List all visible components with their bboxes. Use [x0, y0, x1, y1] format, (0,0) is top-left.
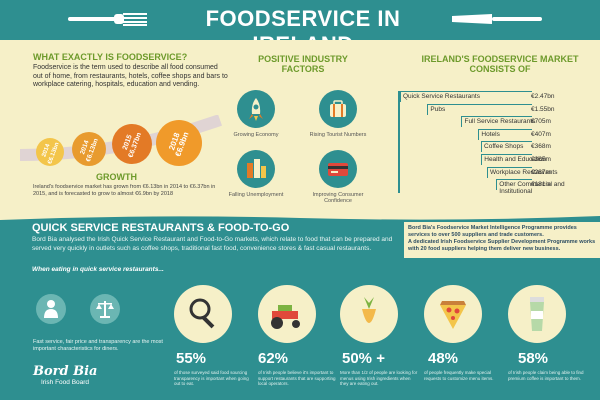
market-title: IRELAND'S FOODSERVICE MARKET CONSISTS OF: [421, 54, 579, 74]
bordbia-info-box: Bord Bia's Foodservice Market Intelligen…: [404, 222, 600, 258]
factor-falling-unemployment: Falling Unemployment: [216, 150, 296, 198]
suitcase-icon: [319, 90, 357, 128]
market-bar: [400, 91, 532, 102]
growth-bubble-2014b: 2014 €6.13bn: [72, 132, 106, 166]
market-bar: [496, 179, 532, 191]
market-row-label: Health and Education: [484, 156, 547, 163]
market-row-label: Hotels: [481, 130, 500, 138]
growth-text: Ireland's foodservice market has grown f…: [33, 184, 216, 197]
overview-section: [0, 40, 600, 212]
market-row-value: €1.55bn: [531, 105, 555, 113]
knife-icon: [452, 14, 542, 24]
stat-text-3: More than 1/2 of people are looking for …: [340, 370, 418, 387]
stat-text-2: of Irish people believe it's important t…: [258, 370, 336, 387]
market-row-label: Pubs: [430, 105, 446, 113]
stat-text-1: of those surveyed said food sourcing tra…: [174, 370, 249, 387]
bordbia-logo: Bord Bia Irish Food Board: [33, 364, 97, 386]
market-row: Other Commercial and Institutional €181m: [398, 179, 573, 195]
factor-label: Rising Tourist Numbers: [309, 132, 367, 138]
market-row: Hotels €407m: [398, 128, 573, 140]
market-row: Pubs €1.55bn: [398, 103, 573, 115]
stat-pct-3: 50% +: [342, 350, 385, 367]
factors-title: POSITIVE INDUSTRY FACTORS: [258, 54, 348, 74]
header-banner: FOODSERVICE IN IRELAND: [0, 0, 600, 57]
market-row-value: €2.47bn: [531, 93, 555, 100]
waiter-icon: [36, 294, 66, 324]
stat-pct-4: 48%: [428, 350, 459, 367]
market-row: Quick Service Restaurants €2.47bn: [398, 91, 573, 102]
market-bar: [481, 154, 532, 165]
section-divider: [0, 212, 600, 220]
market-row: Full Service Restaurants €705m: [398, 116, 573, 128]
market-row-label: Full Service Restaurants: [464, 118, 536, 126]
foodservice-text: Foodservice is the term used to describe…: [33, 64, 228, 89]
factor-label: Improving Consumer Confidence: [312, 192, 364, 204]
market-row: Coffee Shops €368m: [398, 141, 573, 153]
growth-title: GROWTH: [96, 172, 137, 182]
market-row-label: Other Commercial and Institutional: [499, 181, 565, 196]
rocket-icon: [237, 90, 275, 128]
stat-pct-1: 55%: [176, 350, 207, 367]
market-axis: [398, 91, 400, 193]
magnifier-icon: [174, 285, 232, 343]
growth-bubble-2014a: 2014 €6.13bn: [36, 138, 64, 166]
market-row-value: €368m: [531, 143, 551, 151]
qsr-text: Bord Bia analysed the Irish Quick Servic…: [32, 236, 393, 252]
logo-brand: Bord Bia: [33, 364, 98, 379]
market-row-value: €287m: [531, 168, 551, 176]
bordbia-info-p2: A dedicated Irish Foodservice Supplier D…: [408, 239, 596, 252]
tractor-icon: [258, 285, 316, 343]
pizza-icon: [424, 285, 482, 343]
foodservice-title: WHAT EXACTLY IS FOODSERVICE?: [33, 52, 188, 62]
factor-consumer-confidence: Improving Consumer Confidence: [298, 150, 378, 204]
market-bar: [427, 103, 532, 115]
market-row-value: €705m: [531, 118, 551, 126]
market-bar: [487, 166, 532, 178]
bordbia-info-p1: Bord Bia's Foodservice Market Intelligen…: [408, 225, 577, 238]
market-bar: [461, 116, 532, 128]
logo-subtitle: Irish Food Board: [41, 379, 90, 386]
stat-pct-2: 62%: [258, 350, 289, 367]
buildings-icon: [237, 150, 275, 188]
stat-text-5: of Irish people claim being able to find…: [508, 370, 584, 381]
market-row-value: €181m: [531, 181, 551, 189]
market-row: Health and Education €365m: [398, 154, 573, 165]
qsr-title: QUICK SERVICE RESTAURANTS & FOOD-TO-GO: [32, 222, 290, 234]
factor-label: Falling Unemployment: [228, 192, 284, 198]
growth-bubble-2018: 2018 €6.9bn: [156, 120, 202, 166]
market-row-label: Quick Service Restaurants: [403, 93, 480, 100]
market-row-value: €365m: [531, 156, 551, 163]
market-row-value: €407m: [531, 130, 551, 138]
market-bar: [481, 141, 532, 153]
market-row-label: Coffee Shops: [484, 143, 524, 151]
stat-pct-5: 58%: [518, 350, 549, 367]
qsr-when-label: When eating in quick service restaurants…: [32, 266, 164, 273]
stat-text-4: of people frequently make special reques…: [424, 370, 494, 381]
market-row: Workplace Restaurants €287m: [398, 166, 573, 178]
factor-label: Growing Economy: [233, 132, 279, 138]
factor-rising-tourists: Rising Tourist Numbers: [298, 90, 378, 138]
market-row-label: Workplace Restaurants: [490, 168, 558, 176]
scales-icon: [90, 294, 120, 324]
fast-service-text: Fast service, fair price and transparenc…: [33, 339, 163, 352]
carrot-icon: [340, 285, 398, 343]
fork-icon: [68, 13, 147, 26]
credit-card-icon: [319, 150, 357, 188]
factor-growing-economy: Growing Economy: [216, 90, 296, 138]
coffee-cup-icon: [508, 285, 566, 343]
growth-bubble-2015: 2015 €6.37bn: [112, 124, 152, 164]
market-bar: [478, 128, 532, 140]
